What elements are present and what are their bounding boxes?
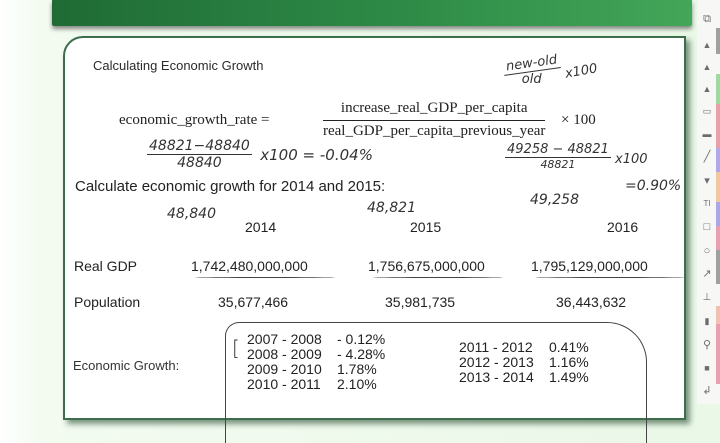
real-gdp-2015: 1,756,675,000,000 <box>368 258 485 274</box>
formula-multiplier: × 100 <box>561 112 596 128</box>
toolbar-color-strip <box>716 226 720 250</box>
pencil-icon[interactable]: ╱ <box>703 150 711 163</box>
pen-1-icon[interactable]: ▲ <box>702 39 712 50</box>
annotation-calc-2015-denominator: 48840 <box>177 155 222 171</box>
highlighter-2-icon[interactable]: ▬ <box>702 128 712 139</box>
population-label: Population <box>74 294 141 310</box>
annotation-new-old: new-old old x100 <box>502 52 599 87</box>
growth-rate: - 4.28% <box>337 346 386 362</box>
formula-denominator: real_GDP_per_capita_previous_year <box>323 123 546 139</box>
growth-row: 2011 - 2012 0.41% <box>459 340 589 355</box>
eraser-icon[interactable]: ▮ <box>704 315 710 326</box>
annotation-toolbar: ⧉ ▲ ▲ ▲ ▭ ▬ ╱ ▾ TI □ ○ ↗ ⊥ ▮ ⚲ ■ ↲ <box>697 0 720 404</box>
growth-rate: 0.41% <box>549 339 589 355</box>
growth-rate: 1.16% <box>549 354 589 370</box>
annotation-bracket <box>225 322 647 443</box>
annotation-new-old-multiplier: x100 <box>563 61 599 82</box>
toolbar-color-strip <box>716 306 720 324</box>
real-gdp-2016: 1,795,129,000,000 <box>531 258 648 274</box>
ellipse-tool-icon[interactable]: ○ <box>703 244 711 257</box>
growth-row: 2010 - 2011 2.10% <box>247 377 385 392</box>
real-gdp-2014: 1,742,480,000,000 <box>191 258 308 274</box>
growth-list-left: 2007 - 2008 - 0.12% 2008 - 2009 - 4.28% 20… <box>247 332 385 392</box>
toolbar-color-strip <box>716 172 720 202</box>
year-header-2016: 2016 <box>607 219 639 235</box>
pen-2-icon[interactable]: ▲ <box>702 61 712 72</box>
growth-row: 2009 - 2010 1.78% <box>247 362 385 377</box>
formula-lhs: economic_growth_rate = <box>119 112 270 128</box>
annotation-calc-2016-multiplier: x100 <box>615 152 648 167</box>
growth-list-right: 2011 - 2012 0.41% 2012 - 2013 1.16% 2013 -… <box>459 340 589 385</box>
formula-numerator: increase_real_GDP_per_capita <box>323 100 546 121</box>
annotation-per-capita-2014: 48,840 <box>167 206 216 222</box>
pin-icon[interactable]: ⚲ <box>702 338 712 351</box>
annotation-calc-2016-denominator: 48821 <box>540 158 576 171</box>
toolbar-color-strip <box>716 202 720 226</box>
growth-period: 2008 - 2009 <box>247 346 322 362</box>
growth-row: 2013 - 2014 1.49% <box>459 370 589 385</box>
real-gdp-label: Real GDP <box>74 258 138 274</box>
annotation-calc-2015-result: x100 = -0.04% <box>260 145 373 164</box>
highlighter-1-icon[interactable]: ▭ <box>702 105 712 116</box>
growth-rate: - 0.12% <box>337 331 386 347</box>
annotation-calc-2016-result: =0.90% <box>625 178 682 194</box>
annotation-calc-2015: 48821−48840 48840 x100 = -0.04% <box>147 138 373 171</box>
toolbar-color-strip <box>716 28 720 54</box>
exit-icon[interactable]: ↲ <box>702 384 712 397</box>
annotation-per-capita-2016: 49,258 <box>530 192 579 208</box>
growth-rate: 2.10% <box>337 376 377 392</box>
annotation-new-old-denominator: old <box>521 72 542 87</box>
annotation-per-capita-2015: 48,821 <box>367 200 416 216</box>
toolbar-color-strip <box>716 74 720 104</box>
population-2016: 36,443,632 <box>556 294 627 310</box>
annotation-calc-2015-numerator: 48821−48840 <box>147 138 252 155</box>
growth-row: 2007 - 2008 - 0.12% <box>247 332 385 347</box>
copy-icon[interactable]: ⧉ <box>703 12 711 25</box>
population-2015: 35,981,735 <box>385 294 456 310</box>
stamp-icon[interactable]: ⊥ <box>702 292 712 303</box>
toolbar-color-strip <box>716 148 720 172</box>
question-text: Calculate economic growth for 2014 and 2… <box>75 178 386 195</box>
toolbar-color-strip <box>716 250 720 284</box>
year-header-2014: 2014 <box>245 219 277 235</box>
rectangle-tool-icon[interactable]: □ <box>703 220 711 233</box>
growth-row: 2008 - 2009 - 4.28% <box>247 347 385 362</box>
pen-3-icon[interactable]: ▲ <box>702 83 712 94</box>
growth-period: 2007 - 2008 <box>247 331 322 347</box>
growth-period: 2013 - 2014 <box>459 369 534 385</box>
annotation-small-bracket: [ <box>232 336 240 360</box>
growth-rate: 1.49% <box>549 369 589 385</box>
underline-gdp-2016 <box>535 277 685 278</box>
annotation-calc-2016: 49258 − 48821 48821 x100 <box>505 142 648 171</box>
growth-period: 2009 - 2010 <box>247 361 322 377</box>
growth-row: 2012 - 2013 1.16% <box>459 355 589 370</box>
growth-period: 2010 - 2011 <box>247 376 321 392</box>
text-tool-icon[interactable]: TI <box>703 199 711 208</box>
economic-growth-label: Economic Growth: <box>73 358 180 373</box>
slide-title: Calculating Economic Growth <box>93 58 264 73</box>
growth-rate: 1.78% <box>337 361 377 377</box>
camera-icon[interactable]: ■ <box>704 362 710 373</box>
annotation-calc-2016-numerator: 49258 − 48821 <box>505 142 611 158</box>
underline-gdp-2015 <box>373 277 503 278</box>
arrow-tool-icon[interactable]: ↗ <box>702 267 712 280</box>
comment-icon[interactable]: ▾ <box>704 174 710 187</box>
header-banner <box>52 0 692 26</box>
growth-period: 2012 - 2013 <box>459 354 534 370</box>
slide-card: Calculating Economic Growth new-old old … <box>63 36 686 443</box>
underline-gdp-2014 <box>195 277 335 278</box>
toolbar-color-strip <box>716 324 720 384</box>
growth-period: 2011 - 2012 <box>459 339 533 355</box>
year-header-2015: 2015 <box>410 219 442 235</box>
toolbar-color-strip <box>716 104 720 148</box>
formula-fraction: increase_real_GDP_per_capita real_GDP_pe… <box>323 100 546 140</box>
population-2014: 35,677,466 <box>218 294 289 310</box>
